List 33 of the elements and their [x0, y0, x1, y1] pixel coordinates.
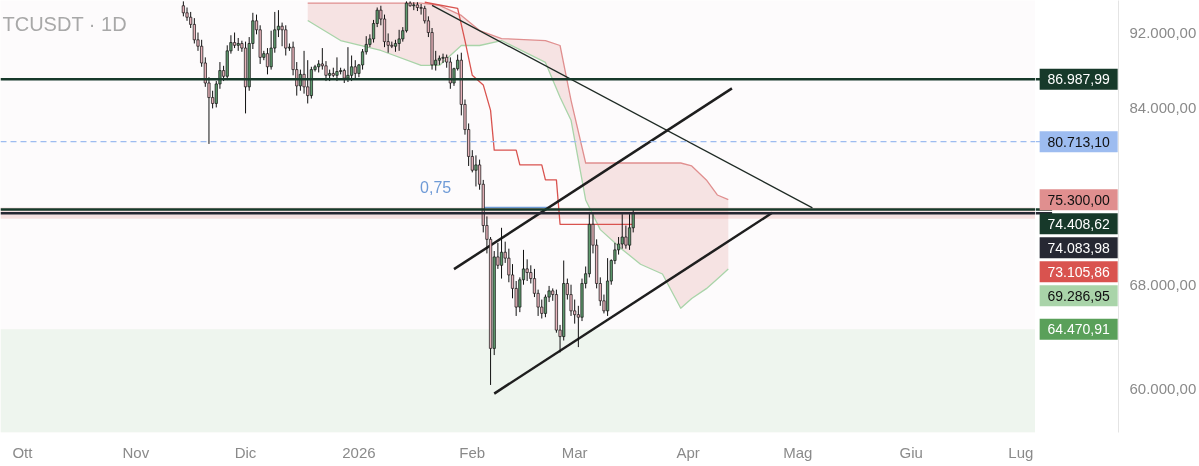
candlestick: [474, 154, 478, 187]
ref-line-label: 74.408,62: [1047, 215, 1111, 232]
x-tick-label: Ott: [12, 443, 34, 461]
candlestick: [628, 213, 632, 251]
text: 69.286,95: [1047, 287, 1111, 304]
y-tick-label: 68.000,00: [1129, 275, 1197, 293]
candlestick: [361, 48, 365, 71]
x-tick-label: Mar: [561, 443, 588, 461]
candlestick: [525, 258, 529, 282]
text: 75.300,00: [1047, 191, 1111, 208]
y-tick-label: 84.000,00: [1129, 99, 1197, 117]
band-label: 64.470,91: [1047, 321, 1111, 338]
x-tick-label: Giu: [899, 443, 923, 461]
candlestick: [346, 46, 350, 83]
x-tick-label: Dic: [234, 443, 257, 461]
x-tick-label: Apr: [676, 443, 700, 461]
y-tick-label: 92.000,00: [1129, 23, 1197, 41]
y-tick-label: 60.000,00: [1129, 380, 1197, 398]
x-tick-label: 2026: [342, 443, 376, 461]
ref-line-label: 80.713,10: [1047, 133, 1111, 150]
text: 73.105,86: [1047, 263, 1111, 280]
x-tick-label: Mag: [783, 443, 813, 461]
candlestick: [353, 59, 357, 80]
ref-line-label: 74.083,98: [1047, 239, 1111, 256]
x-tick-label: Nov: [122, 443, 150, 461]
line-series: [307, 2, 729, 201]
x-tick-label: Lug: [1008, 443, 1034, 461]
ref-line-label: 86.987,99: [1047, 71, 1111, 88]
candlestick: [441, 53, 445, 64]
candlestick: [500, 227, 504, 280]
x-tick-label: Feb: [459, 443, 486, 461]
annotation: 0,75: [420, 179, 452, 197]
text: TCUSDT · 1D: [2, 12, 127, 35]
